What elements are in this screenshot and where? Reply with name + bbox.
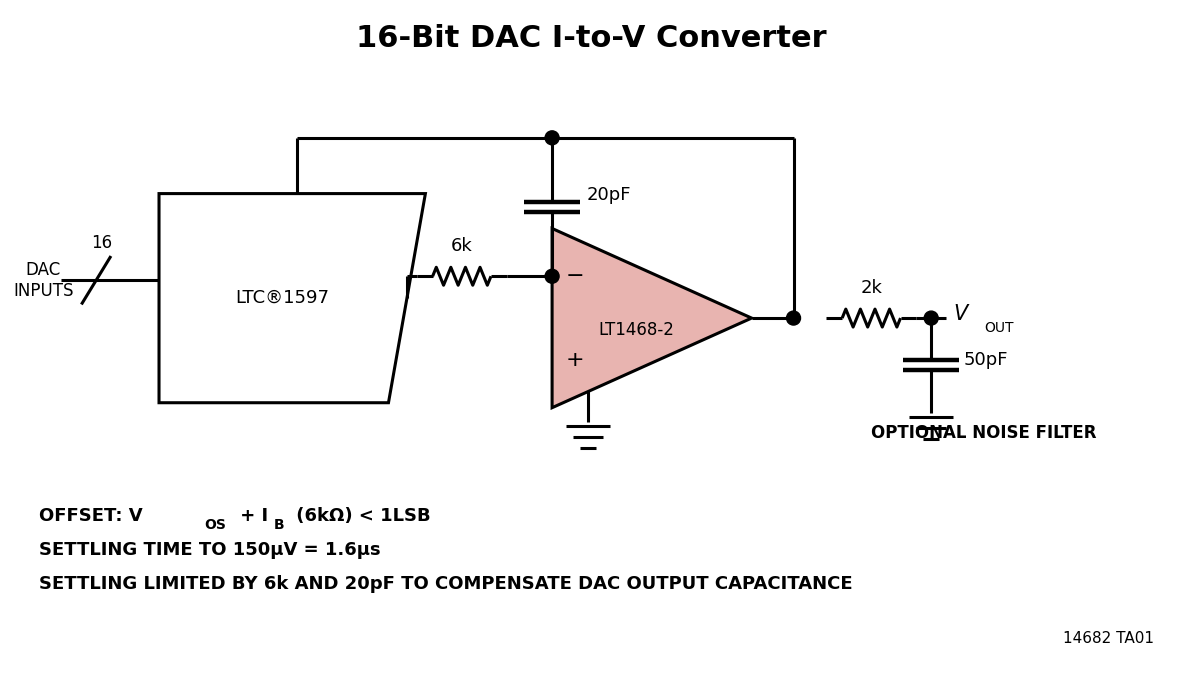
Text: LT1468-2: LT1468-2 [598,321,674,339]
Circle shape [545,269,559,283]
Text: SETTLING TIME TO 150μV = 1.6μs: SETTLING TIME TO 150μV = 1.6μs [39,541,381,559]
Text: V: V [953,304,967,324]
Text: 16-Bit DAC I-to-V Converter: 16-Bit DAC I-to-V Converter [356,24,826,53]
Text: 6k: 6k [450,238,473,255]
Text: DAC
INPUTS: DAC INPUTS [13,261,73,300]
Circle shape [545,131,559,145]
Text: OFFSET: V: OFFSET: V [39,507,143,525]
Text: +: + [566,350,584,370]
Polygon shape [552,228,752,408]
Circle shape [924,311,939,325]
Text: OPTIONAL NOISE FILTER: OPTIONAL NOISE FILTER [871,424,1097,441]
Text: + I: + I [234,507,268,525]
Text: SETTLING LIMITED BY 6k AND 20pF TO COMPENSATE DAC OUTPUT CAPACITANCE: SETTLING LIMITED BY 6k AND 20pF TO COMPE… [39,575,853,593]
Text: 2k: 2k [860,279,882,297]
Circle shape [786,311,800,325]
Text: 50pF: 50pF [963,352,1007,369]
Text: LTC®1597: LTC®1597 [235,289,330,307]
Text: (6kΩ) < 1LSB: (6kΩ) < 1LSB [290,507,430,525]
Text: OUT: OUT [985,321,1014,335]
Text: B: B [274,518,285,532]
Text: 16: 16 [91,234,112,252]
Text: 14682 TA01: 14682 TA01 [1063,631,1154,646]
Text: −: − [566,266,584,286]
Text: OS: OS [204,518,226,532]
Text: 20pF: 20pF [587,186,631,204]
